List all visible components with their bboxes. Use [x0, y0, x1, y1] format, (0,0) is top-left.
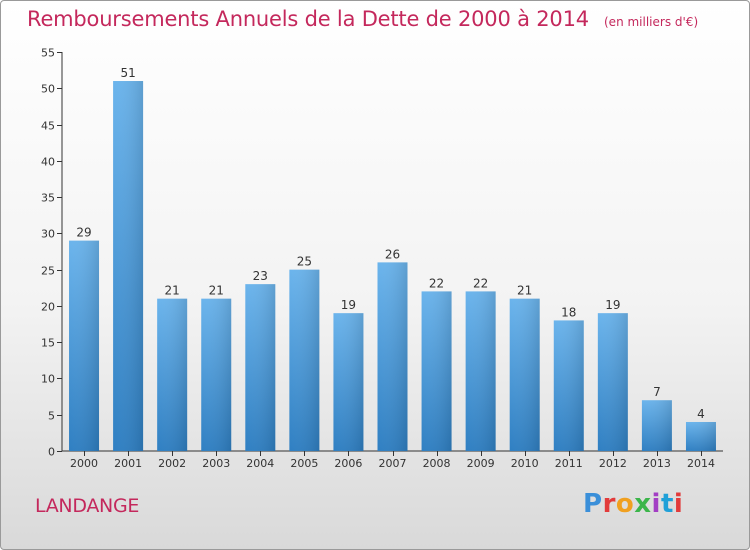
y-tick-label: 25	[41, 265, 55, 278]
bar-shade	[377, 262, 408, 451]
x-tick-label: 2002	[158, 457, 186, 470]
y-tick-label: 20	[41, 301, 55, 314]
data-label: 26	[385, 247, 400, 261]
y-tick-label: 55	[41, 47, 55, 60]
data-label: 21	[517, 284, 532, 298]
data-label: 19	[341, 298, 356, 312]
bar-shade	[421, 291, 452, 451]
x-tick-label: 2001	[114, 457, 142, 470]
proxiti-logo[interactable]: Proxiti	[583, 489, 684, 519]
bar-shade	[289, 269, 320, 451]
chart-subtitle: (en milliers d'€)	[604, 15, 699, 29]
x-tick-label: 2003	[202, 457, 230, 470]
data-label: 22	[429, 276, 444, 290]
y-tick-label: 40	[41, 156, 55, 169]
y-tick-label: 30	[41, 228, 55, 241]
x-tick-label: 2009	[467, 457, 495, 470]
x-tick-label: 2007	[379, 457, 407, 470]
y-tick-label: 15	[41, 337, 55, 350]
data-label: 21	[209, 284, 224, 298]
x-tick-label: 2013	[643, 457, 671, 470]
y-tick-label: 50	[41, 83, 55, 96]
y-tick-label: 45	[41, 120, 55, 133]
x-tick-label: 2006	[334, 457, 362, 470]
x-tick-label: 2014	[687, 457, 715, 470]
data-label: 7	[653, 385, 661, 399]
x-tick-label: 2005	[290, 457, 318, 470]
x-tick-label: 2011	[555, 457, 583, 470]
x-tick-label: 2012	[599, 457, 627, 470]
y-tick-label: 5	[48, 410, 55, 423]
y-tick-label: 35	[41, 192, 55, 205]
data-label: 23	[253, 269, 268, 283]
bar-shade	[157, 298, 188, 451]
bar-shade	[333, 313, 364, 451]
bar-shade	[69, 240, 100, 451]
data-label: 19	[605, 298, 620, 312]
commune-name: LANDANGE	[35, 495, 140, 517]
data-label: 18	[561, 305, 576, 319]
data-label: 4	[697, 407, 705, 421]
y-tick-label: 10	[41, 373, 55, 386]
data-label: 22	[473, 276, 488, 290]
bar-shade	[553, 320, 584, 451]
x-tick-label: 2000	[70, 457, 98, 470]
y-tick-label: 0	[48, 446, 55, 459]
chart-title: Remboursements Annuels de la Dette de 20…	[27, 7, 589, 31]
x-tick-label: 2008	[423, 457, 451, 470]
bar-shade	[201, 298, 232, 451]
bar-shade	[597, 313, 628, 451]
bar-shade	[245, 284, 276, 451]
x-tick-label: 2010	[511, 457, 539, 470]
data-label: 29	[76, 226, 91, 240]
bar-shade	[509, 298, 540, 451]
bar-shade	[641, 400, 672, 451]
x-tick-label: 2004	[246, 457, 274, 470]
data-label: 25	[297, 255, 312, 269]
chart-title-block: Remboursements Annuels de la Dette de 20…	[27, 7, 698, 31]
bar-shade	[685, 421, 716, 451]
data-label: 51	[120, 66, 135, 80]
bar-shade	[113, 81, 144, 451]
bar-shade	[465, 291, 496, 451]
data-label: 21	[165, 284, 180, 298]
